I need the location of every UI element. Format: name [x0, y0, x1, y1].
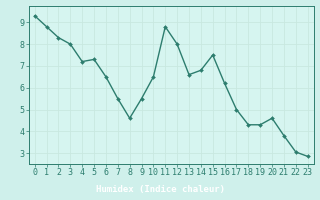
Text: Humidex (Indice chaleur): Humidex (Indice chaleur)	[95, 185, 225, 194]
